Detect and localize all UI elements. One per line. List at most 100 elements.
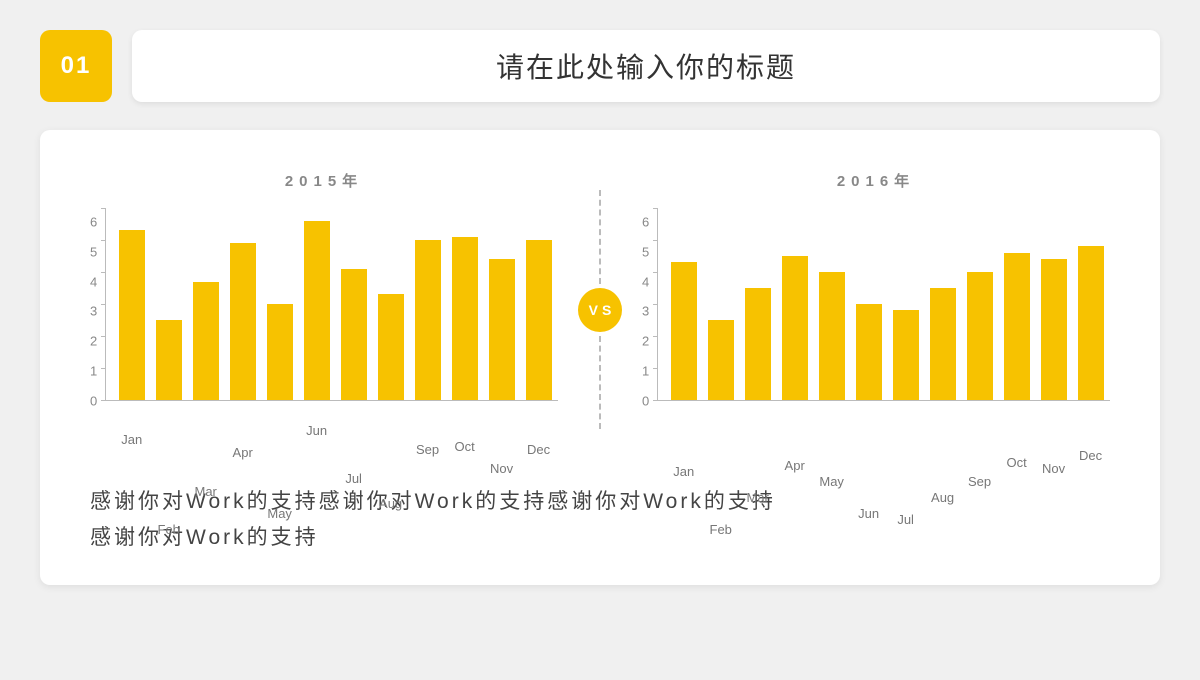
chart-right-title: 2016年	[642, 170, 1110, 191]
bar	[782, 256, 808, 400]
bar	[119, 230, 145, 400]
y-tick-label: 4	[642, 275, 649, 288]
bar	[708, 320, 734, 400]
plot-area: JanFebMarAprMayJunJulAugSepOctNovDec	[105, 209, 558, 401]
bar-slot: Jun	[853, 304, 884, 400]
x-tick-label: Feb	[710, 522, 732, 537]
y-tick-label: 3	[90, 305, 97, 318]
bar-slot: May	[816, 272, 847, 400]
bar	[1041, 259, 1067, 400]
bar-slot: Feb	[153, 320, 184, 400]
chart-right: 2016年 0 1 2 3 4 5 6 JanFebMarAprMayJunJulAugSep…	[642, 170, 1110, 429]
bar-slot: Aug	[375, 294, 406, 400]
bar-slot: Dec	[1075, 246, 1106, 400]
x-tick-label: Aug	[379, 496, 402, 511]
chart-left: 2015年 0123456JanFebMarAprMayJunJulAugSep…	[90, 170, 558, 429]
x-tick-label: May	[819, 474, 844, 489]
footer-line-1: 感谢你对Work的支持感谢你对Work的支持感谢你对Work的支持	[90, 484, 1110, 520]
y-tick-label: 4	[90, 275, 97, 288]
bar-slot: Jan	[668, 262, 699, 400]
bar	[230, 243, 256, 400]
bar	[819, 272, 845, 400]
bar-slot: Jun	[301, 221, 332, 400]
x-tick-label: Apr	[233, 445, 253, 460]
x-tick-label: Jan	[121, 432, 142, 447]
y-tick-label: 0	[642, 394, 649, 407]
bar-slot: Apr	[779, 256, 810, 400]
bar-slot: Mar	[742, 288, 773, 400]
x-tick-label: Apr	[785, 458, 805, 473]
bar	[745, 288, 771, 400]
footer-text: 感谢你对Work的支持感谢你对Work的支持感谢你对Work的支持 感谢你对Wo…	[90, 484, 1110, 555]
bar	[1078, 246, 1104, 400]
page-title: 请在此处输入你的标题	[132, 30, 1160, 102]
bar-slot: Jul	[890, 310, 921, 400]
bar-slot: May	[264, 304, 295, 400]
x-tick-label: Oct	[454, 439, 474, 454]
x-tick-label: Jun	[858, 506, 879, 521]
bar	[267, 304, 293, 400]
y-tick-label: 1	[642, 365, 649, 378]
bar-slot: Oct	[449, 237, 480, 400]
bar	[341, 269, 367, 400]
bar-slot: Sep	[964, 272, 995, 400]
bar	[930, 288, 956, 400]
bar-slot: Dec	[523, 240, 554, 400]
content-panel: 2015年 0123456JanFebMarAprMayJunJulAugSep…	[40, 130, 1160, 585]
y-axis: 0123456	[90, 209, 105, 401]
bar-slot: Jul	[338, 269, 369, 400]
bar-slot: Nov	[486, 259, 517, 400]
bar	[671, 262, 697, 400]
x-tick-label: Jun	[306, 423, 327, 438]
bar-slot: Sep	[412, 240, 443, 400]
x-tick-label: Dec	[527, 442, 550, 457]
x-tick-label: Jan	[673, 464, 694, 479]
bar	[193, 282, 219, 400]
bar-slot: Aug	[927, 288, 958, 400]
bar	[489, 259, 515, 400]
x-tick-label: Aug	[931, 490, 954, 505]
y-tick-label: 2	[642, 335, 649, 348]
charts-row: 2015年 0123456JanFebMarAprMayJunJulAugSep…	[90, 170, 1110, 429]
bar	[893, 310, 919, 400]
x-tick-label: Mar	[194, 484, 216, 499]
header: 01 请在此处输入你的标题	[40, 30, 1160, 102]
x-tick-label: Nov	[490, 461, 513, 476]
vs-divider: VS	[578, 190, 622, 429]
bar	[1004, 253, 1030, 400]
bar	[156, 320, 182, 400]
footer-line-2: 感谢你对Work的支持	[90, 520, 1110, 556]
y-tick-label: 1	[90, 365, 97, 378]
bar-slot: Apr	[227, 243, 258, 400]
bar-slot: Jan	[116, 230, 147, 400]
y-tick-label: 6	[642, 216, 649, 229]
y-axis: 0123456	[642, 209, 657, 401]
y-tick-label: 5	[90, 245, 97, 258]
x-tick-label: Jul	[897, 512, 914, 527]
bar-slot: Feb	[705, 320, 736, 400]
y-tick-label: 0	[90, 394, 97, 407]
x-tick-label: Feb	[158, 522, 180, 537]
bar	[452, 237, 478, 400]
x-tick-label: May	[267, 506, 292, 521]
bar-slot: Oct	[1001, 253, 1032, 400]
bar	[856, 304, 882, 400]
bar	[526, 240, 552, 400]
x-tick-label: Oct	[1006, 455, 1026, 470]
chart-left-plot: 0123456JanFebMarAprMayJunJulAugSepOctNov…	[90, 209, 558, 429]
x-tick-label: Dec	[1079, 448, 1102, 463]
y-tick-label: 3	[642, 305, 649, 318]
chart-left-title: 2015年	[90, 170, 558, 191]
plot-area: JanFebMarAprMayJunJulAugSepOctNovDec	[657, 209, 1110, 401]
bar-slot: Mar	[190, 282, 221, 400]
bar	[378, 294, 404, 400]
x-tick-label: Nov	[1042, 461, 1065, 476]
bar-slot: Nov	[1038, 259, 1069, 400]
y-tick-label: 5	[642, 245, 649, 258]
section-number-badge: 01	[40, 30, 112, 102]
y-tick-label: 6	[90, 216, 97, 229]
chart-right-plot: 0 1 2 3 4 5 6 JanFebMarAprMayJunJulAugSepOctNov…	[642, 209, 1110, 429]
bar	[967, 272, 993, 400]
x-tick-label: Sep	[416, 442, 439, 457]
x-tick-label: Mar	[746, 490, 768, 505]
